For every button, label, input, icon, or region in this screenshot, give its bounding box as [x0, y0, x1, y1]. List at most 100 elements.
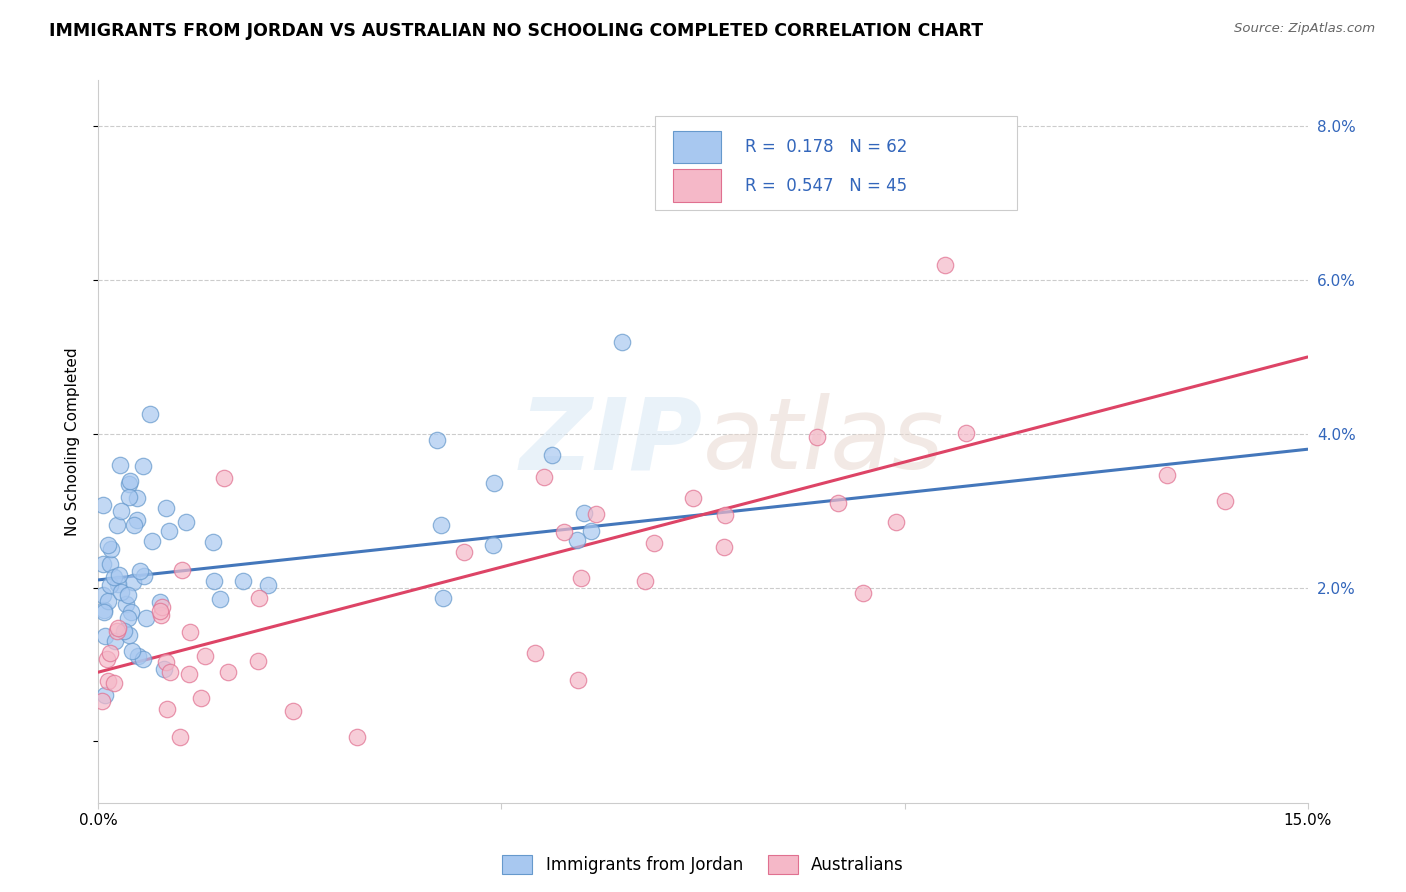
Point — [482, 476, 505, 491]
Point — [170, 563, 193, 577]
Point — [569, 571, 592, 585]
Point — [149, 595, 172, 609]
Point — [132, 651, 155, 665]
Point — [827, 496, 849, 510]
Point — [190, 690, 212, 705]
Point — [429, 517, 451, 532]
Point — [100, 558, 122, 572]
Point — [201, 534, 224, 549]
Point — [156, 702, 179, 716]
Point — [96, 652, 118, 666]
Point — [155, 655, 177, 669]
Point — [135, 611, 157, 625]
Point — [110, 458, 132, 473]
Legend: Immigrants from Jordan, Australians: Immigrants from Jordan, Australians — [502, 855, 904, 874]
Point — [256, 578, 278, 592]
Point — [94, 688, 117, 702]
Point — [934, 258, 956, 272]
Point — [118, 474, 141, 488]
Point — [97, 594, 120, 608]
Point — [713, 540, 735, 554]
Point — [117, 588, 139, 602]
Point — [103, 676, 125, 690]
Point — [100, 541, 122, 556]
Text: Source: ZipAtlas.com: Source: ZipAtlas.com — [1234, 22, 1375, 36]
Point — [1156, 468, 1178, 483]
Point — [110, 585, 132, 599]
Point — [565, 533, 588, 547]
Point — [94, 629, 117, 643]
Point — [152, 662, 174, 676]
Point — [246, 654, 269, 668]
Point — [585, 507, 607, 521]
Point — [612, 334, 634, 349]
Point — [97, 674, 120, 689]
FancyBboxPatch shape — [673, 169, 721, 202]
Point — [117, 610, 139, 624]
Text: IMMIGRANTS FROM JORDAN VS AUSTRALIAN NO SCHOOLING COMPLETED CORRELATION CHART: IMMIGRANTS FROM JORDAN VS AUSTRALIAN NO … — [49, 22, 983, 40]
Point — [682, 491, 704, 505]
Point — [107, 577, 129, 591]
Point — [553, 524, 575, 539]
Point — [643, 535, 665, 549]
Point — [139, 407, 162, 421]
Point — [104, 634, 127, 648]
Point — [281, 704, 304, 718]
Point — [179, 625, 201, 640]
Point — [97, 538, 120, 552]
Point — [125, 513, 148, 527]
Point — [103, 570, 125, 584]
Point — [1215, 494, 1237, 508]
Text: ZIP: ZIP — [520, 393, 703, 490]
Point — [122, 518, 145, 533]
Point — [179, 667, 201, 681]
Point — [432, 591, 454, 605]
Point — [159, 665, 181, 679]
Point — [209, 591, 232, 606]
Point — [107, 622, 129, 636]
Point — [453, 545, 475, 559]
Point — [204, 574, 226, 588]
Point — [572, 506, 595, 520]
Point — [249, 591, 271, 606]
Point — [713, 508, 735, 523]
Point — [176, 516, 198, 530]
Point — [567, 673, 589, 687]
FancyBboxPatch shape — [655, 117, 1018, 211]
Point — [149, 604, 172, 618]
Point — [115, 597, 138, 611]
Point — [884, 515, 907, 529]
Point — [93, 605, 115, 619]
Point — [125, 491, 148, 505]
Point — [132, 569, 155, 583]
Point — [217, 665, 239, 680]
Point — [128, 565, 150, 579]
Y-axis label: No Schooling Completed: No Schooling Completed — [65, 347, 80, 536]
Point — [157, 524, 180, 539]
Text: R =  0.178   N = 62: R = 0.178 N = 62 — [745, 138, 908, 156]
Text: atlas: atlas — [703, 393, 945, 490]
Point — [482, 538, 505, 552]
Point — [105, 624, 128, 638]
Point — [120, 605, 142, 619]
Point — [93, 603, 115, 617]
Point — [118, 628, 141, 642]
Point — [426, 433, 449, 447]
Point — [105, 517, 128, 532]
Text: R =  0.547   N = 45: R = 0.547 N = 45 — [745, 177, 907, 194]
Point — [98, 578, 121, 592]
Point — [93, 557, 115, 571]
Point — [118, 490, 141, 504]
Point — [169, 731, 191, 745]
Point — [579, 524, 602, 539]
Point — [108, 568, 131, 582]
FancyBboxPatch shape — [673, 131, 721, 163]
Point — [955, 426, 977, 441]
Point — [212, 471, 235, 485]
Point — [91, 498, 114, 512]
Point — [122, 575, 145, 590]
Point — [540, 448, 562, 462]
Point — [524, 646, 547, 660]
Point — [232, 574, 254, 588]
Point — [346, 731, 368, 745]
